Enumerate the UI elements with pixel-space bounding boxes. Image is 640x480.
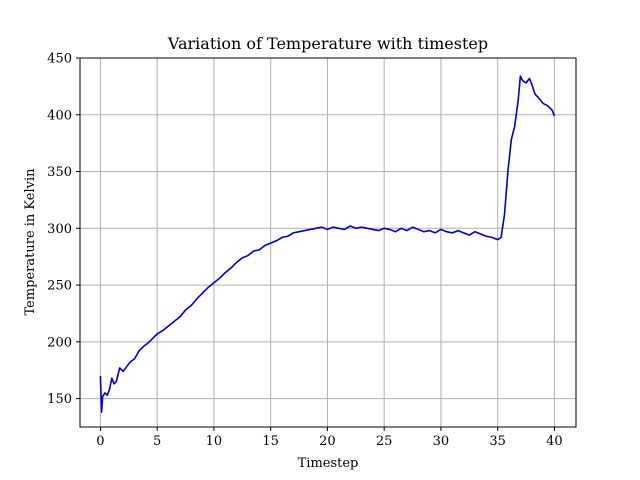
grid-lines <box>80 57 576 427</box>
y-tick-label: 150 <box>47 392 72 407</box>
y-tick-label: 250 <box>47 279 72 294</box>
y-tick-label: 450 <box>47 52 72 67</box>
plot-area <box>80 58 576 427</box>
y-axis-label: Temperature in Kelvin <box>23 168 38 316</box>
series-layer <box>99 75 556 414</box>
x-tick-label: 15 <box>262 434 279 449</box>
plot-frame <box>79 57 577 428</box>
x-axis-label: Timestep <box>298 456 359 471</box>
x-tick-label: 5 <box>153 434 161 449</box>
x-tick-label: 40 <box>546 434 563 449</box>
x-tick-label: 0 <box>96 434 104 449</box>
x-tick-label: 30 <box>433 434 450 449</box>
x-tick-label: 20 <box>319 434 336 449</box>
chart-title: Variation of Temperature with timestep <box>167 34 488 53</box>
x-tick-label: 35 <box>489 434 506 449</box>
x-axis-ticks: 0 5 10 15 20 25 30 35 40 <box>96 427 563 449</box>
x-tick-label: 10 <box>206 434 223 449</box>
y-axis-ticks: 150 200 250 300 350 400 450 <box>47 52 80 407</box>
y-tick-label: 400 <box>47 108 72 123</box>
y-tick-label: 200 <box>47 335 72 350</box>
temperature-series-line <box>99 75 556 414</box>
y-tick-label: 300 <box>47 222 72 237</box>
y-tick-label: 350 <box>47 165 72 180</box>
x-tick-label: 25 <box>376 434 393 449</box>
